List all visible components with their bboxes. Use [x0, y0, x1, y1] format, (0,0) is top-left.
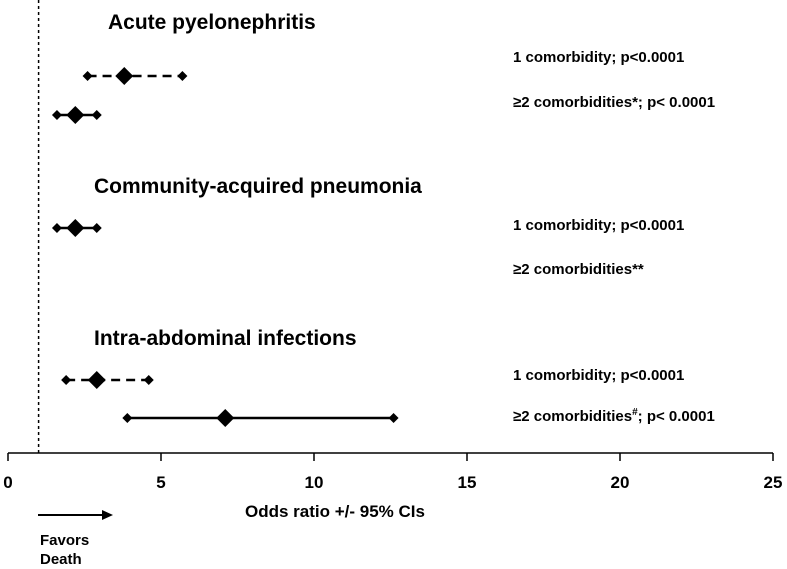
x-tick-label: 15 — [458, 473, 477, 492]
ci-upper-marker — [91, 223, 102, 233]
row-label: 1 comorbidity; p<0.0001 — [513, 49, 684, 66]
row-label: 1 comorbidity; p<0.0001 — [513, 367, 684, 384]
favors-label: Favors — [40, 532, 89, 549]
row-label: ≥2 comorbidities*; p< 0.0001 — [513, 94, 715, 111]
x-tick-label: 20 — [611, 473, 630, 492]
odds-ratio-marker — [66, 219, 85, 237]
forest-marks — [51, 67, 399, 427]
row-label-main: ≥2 comorbidities — [513, 408, 632, 425]
death-label: Death — [40, 551, 82, 568]
odds-ratio-marker — [87, 371, 106, 389]
odds-ratio-marker — [66, 106, 85, 124]
ci-lower-marker — [51, 110, 62, 120]
ci-upper-marker — [388, 413, 399, 423]
x-tick-label: 5 — [156, 473, 165, 492]
odds-ratio-marker — [216, 409, 235, 427]
ci-upper-marker — [143, 375, 154, 385]
ci-lower-marker — [122, 413, 133, 423]
ci-lower-marker — [82, 71, 93, 81]
x-tick-label: 10 — [305, 473, 324, 492]
ci-upper-marker — [177, 71, 188, 81]
ci-lower-marker — [61, 375, 72, 385]
row-label: 1 comorbidity; p<0.0001 — [513, 217, 684, 234]
ci-lower-marker — [51, 223, 62, 233]
group-title-intra-abdominal: Intra-abdominal infections — [94, 327, 357, 350]
row-label-superscript: # — [632, 407, 638, 418]
group-title-pyelonephritis: Acute pyelonephritis — [108, 11, 316, 34]
ci-upper-marker — [91, 110, 102, 120]
x-axis-title: Odds ratio +/- 95% CIs — [245, 502, 425, 521]
row-label-tail: ; p< 0.0001 — [638, 408, 715, 425]
x-tick-label: 25 — [764, 473, 783, 492]
x-tick-label: 0 — [3, 473, 12, 492]
group-title-pneumonia: Community-acquired pneumonia — [94, 175, 422, 198]
x-axis-ticks: 0 5 10 15 20 25 — [3, 453, 782, 492]
row-label: ≥2 comorbidities#; p< 0.0001 — [513, 407, 715, 425]
odds-ratio-marker — [115, 67, 134, 85]
row-label: ≥2 comorbidities** — [513, 261, 644, 278]
favors-arrow-head — [102, 510, 113, 520]
